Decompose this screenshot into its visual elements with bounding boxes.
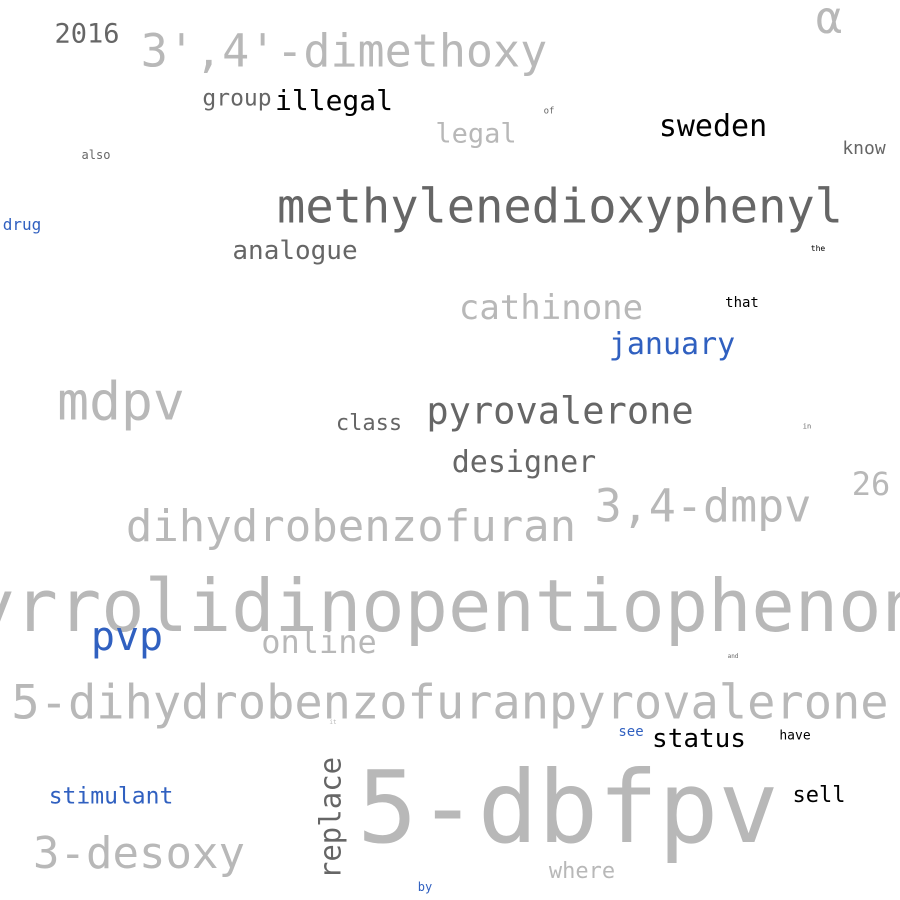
word-of: of [543, 106, 555, 117]
word-cathinone: cathinone [458, 288, 644, 328]
word-see: see [618, 724, 644, 740]
word-online: online [261, 623, 377, 661]
word-and: and [727, 653, 739, 660]
word-legal: legal [435, 118, 517, 150]
word-know: know [842, 138, 886, 159]
word-stimulant: stimulant [48, 783, 174, 810]
word-drug: drug [2, 215, 42, 234]
word-2016: 2016 [54, 18, 120, 50]
word-status: status [652, 724, 746, 754]
word-that: that [725, 295, 759, 311]
word-26: 26 [851, 465, 891, 503]
word-analogue: analogue [232, 236, 358, 266]
word-january: january [608, 327, 736, 362]
word-pyrrolidinopentiophenone: pyrrolidinopentiophenone [0, 564, 900, 648]
word-where: where [548, 859, 616, 884]
word-in: in [802, 422, 812, 431]
word-pyrovalerone: pyrovalerone [426, 389, 694, 433]
word-mdpv: mdpv [57, 371, 185, 433]
word-it: it [329, 719, 337, 726]
word-also: also [81, 148, 111, 162]
word-replace: replace [313, 756, 348, 880]
word-group: group [202, 85, 272, 112]
word-3-desoxy: 3-desoxy [33, 828, 245, 879]
word-3-4-dimethoxy: 3',4'-dimethoxy [140, 24, 548, 78]
word-pvp: pvp [90, 614, 164, 660]
word-5-dihydrobenzofuranpyrovalerone: 5-dihydrobenzofuranpyrovalerone [11, 675, 889, 731]
word-designer: designer [451, 445, 597, 480]
word-the: the [810, 244, 826, 253]
word-by: by [417, 880, 433, 894]
word-have: have [779, 728, 811, 744]
word-dihydrobenzofuran: dihydrobenzofuran [125, 501, 577, 552]
word-5-dbfpv: 5-dbfpv [357, 749, 779, 866]
word-alpha: α [815, 0, 843, 44]
word-sell: sell [792, 783, 846, 808]
word-illegal: illegal [274, 84, 394, 117]
word-class: class [335, 411, 403, 436]
word-3-4-dmpv: 3,4-dmpv [594, 479, 812, 533]
word-methylenedioxyphenyl: methylenedioxyphenyl [277, 179, 843, 235]
word-sweden: sweden [658, 109, 768, 144]
